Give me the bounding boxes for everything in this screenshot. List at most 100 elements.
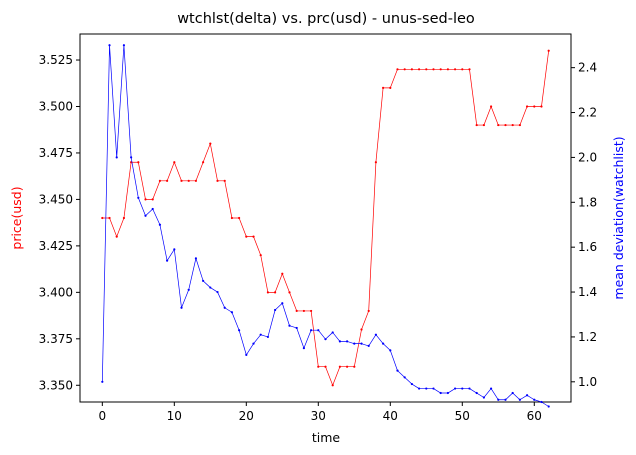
- watchlist-series-point: [331, 331, 334, 334]
- price-series-point: [310, 309, 313, 313]
- watchlist-series-point: [417, 387, 421, 390]
- watchlist-series-point: [202, 279, 205, 282]
- watchlist-series-point: [453, 387, 457, 390]
- watchlist-series-point: [288, 324, 291, 327]
- watchlist-series-point: [489, 387, 493, 390]
- watchlist-series-point: [252, 342, 255, 345]
- price-series-point: [158, 179, 162, 182]
- price-series-point: [252, 235, 255, 238]
- price-series-point: [230, 216, 234, 220]
- watchlist-series-point: [216, 290, 219, 294]
- watchlist-series-point: [410, 382, 413, 386]
- right-y-tick-label: 2.0: [578, 150, 597, 164]
- price-series-point: [238, 216, 241, 220]
- price-series-point: [425, 68, 428, 71]
- watchlist-series-point: [475, 391, 478, 395]
- watchlist-series-point: [482, 396, 485, 399]
- watchlist-series-point: [137, 196, 140, 199]
- x-tick-label: 60: [527, 409, 542, 423]
- price-series-point: [367, 309, 370, 313]
- price-series-point: [180, 179, 183, 182]
- watchlist-series-point: [115, 156, 118, 159]
- price-series-point: [288, 291, 291, 294]
- price-series-point: [137, 161, 140, 164]
- price-series-point: [453, 68, 457, 71]
- x-tick-label: 30: [311, 409, 326, 423]
- watchlist-series-point: [238, 329, 241, 332]
- watchlist-series-point: [108, 44, 111, 47]
- right-y-axis-ticks: 1.0 1.2 1.4 1.6 1.8 2.0 2.2 2.4: [571, 61, 597, 389]
- watchlist-series-point: [338, 340, 341, 343]
- x-tick-label: 0: [98, 409, 106, 423]
- right-y-tick-label: 1.4: [578, 285, 597, 299]
- price-series-point: [382, 86, 385, 89]
- price-series-point: [468, 68, 471, 71]
- price-series-point: [166, 179, 169, 182]
- price-series-point: [331, 384, 334, 387]
- price-series-point: [317, 365, 320, 368]
- left-y-tick-label: 3.525: [39, 53, 73, 67]
- price-series-point: [360, 328, 363, 331]
- left-y-tick-label: 3.375: [39, 332, 73, 346]
- watchlist-series-point: [346, 340, 349, 343]
- price-series-point: [353, 365, 356, 368]
- watchlist-series-point: [389, 349, 392, 352]
- series-layer: [101, 44, 550, 408]
- watchlist-series-point: [533, 398, 536, 401]
- watchlist-series-point: [245, 353, 248, 356]
- watchlist-series-point: [274, 308, 277, 312]
- price-series-point: [108, 216, 111, 220]
- watchlist-series-point: [209, 286, 212, 289]
- price-series-point: [202, 161, 205, 164]
- price-series-point: [475, 123, 478, 127]
- x-tick-label: 50: [455, 409, 470, 423]
- price-series-point: [461, 68, 464, 71]
- watchlist-series-point: [187, 288, 190, 291]
- watchlist-series-point: [461, 387, 464, 390]
- x-tick-label: 40: [383, 409, 398, 423]
- watchlist-series-point: [151, 207, 154, 211]
- watchlist-series-point: [144, 214, 147, 217]
- watchlist-series-point: [122, 44, 126, 47]
- watchlist-series-point: [518, 398, 521, 401]
- price-series-point: [389, 86, 392, 89]
- watchlist-series-point: [446, 391, 449, 395]
- price-series-point: [173, 161, 176, 164]
- watchlist-series-point: [166, 259, 169, 262]
- x-tick-label: 20: [239, 409, 254, 423]
- watchlist-series-point: [230, 311, 234, 314]
- price-series-point: [346, 365, 349, 368]
- price-series-point: [489, 105, 493, 108]
- price-series-point: [432, 68, 435, 71]
- right-y-tick-label: 1.8: [578, 195, 597, 209]
- watchlist-series-point: [173, 248, 176, 251]
- watchlist-series-point: [302, 347, 305, 350]
- watchlist-series-point: [540, 400, 543, 404]
- price-series-point: [274, 291, 277, 294]
- watchlist-series-point: [504, 398, 507, 401]
- price-series-point: [403, 68, 406, 71]
- price-series-point: [216, 179, 219, 182]
- watchlist-series-point: [259, 333, 262, 336]
- watchlist-series-point: [180, 306, 183, 309]
- x-tick-label: 10: [167, 409, 182, 423]
- price-series-point: [396, 68, 399, 71]
- left-y-tick-label: 3.500: [39, 99, 73, 113]
- x-axis-ticks: 0 10 20 30 40 50 60: [98, 402, 542, 423]
- left-y-axis-ticks: 3.350 3.375 3.400 3.425 3.450 3.475 3.500 3.525: [39, 53, 80, 392]
- price-series-point: [144, 198, 147, 201]
- watchlist-series-point: [295, 326, 298, 330]
- price-series-point: [540, 105, 543, 108]
- price-series-point: [259, 254, 262, 257]
- price-series-point: [338, 365, 341, 368]
- left-y-tick-label: 3.450: [39, 192, 73, 206]
- price-series-point: [115, 235, 118, 238]
- watchlist-series-point: [101, 380, 104, 383]
- price-series-point: [209, 142, 212, 145]
- watchlist-series-point: [367, 344, 370, 347]
- watchlist-series-point: [317, 329, 320, 332]
- watchlist-series-point: [353, 342, 356, 345]
- watchlist-series-point: [547, 405, 550, 408]
- price-series-point: [245, 235, 248, 238]
- watchlist-series-point: [396, 369, 399, 372]
